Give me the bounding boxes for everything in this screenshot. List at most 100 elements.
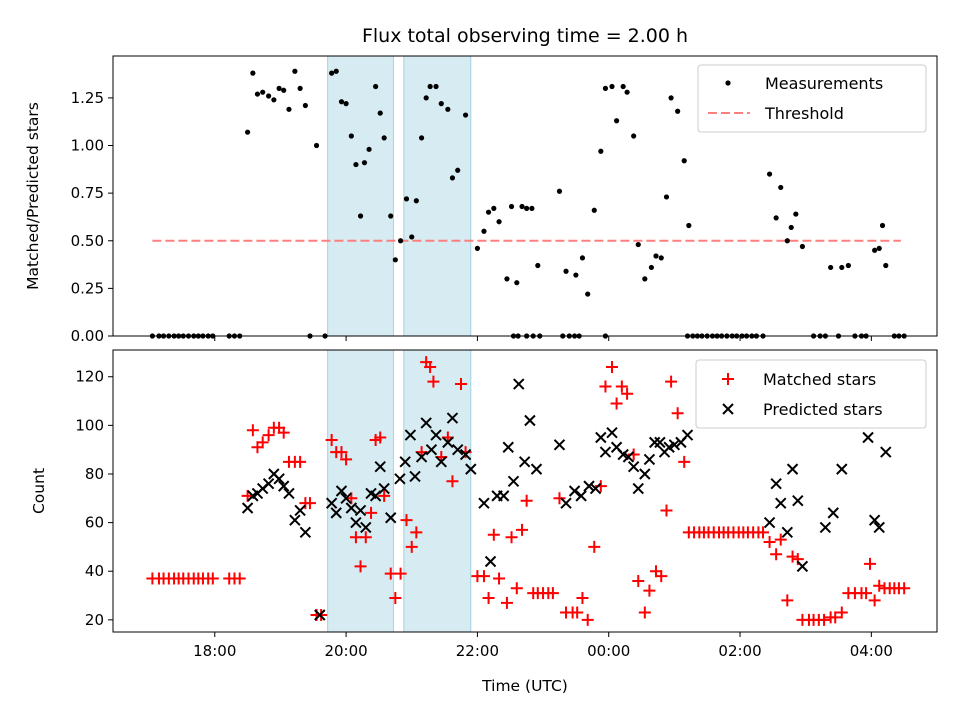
- predicted-star-marker: [560, 497, 572, 509]
- predicted-star-marker: [278, 480, 290, 492]
- measurement-point: [658, 255, 664, 261]
- predicted-star-marker: [385, 512, 397, 524]
- predicted-star-marker: [442, 436, 454, 449]
- predicted-star-marker: [781, 526, 794, 539]
- predicted-star-marker: [627, 460, 640, 473]
- matched-star-marker: [868, 594, 881, 607]
- matched-star-marker: [610, 397, 623, 410]
- predicted-star-marker: [360, 521, 372, 534]
- matched-star-marker: [621, 387, 634, 400]
- measurement-point: [883, 262, 889, 269]
- matched-star-marker: [860, 587, 873, 600]
- predicted-star-marker: [583, 480, 595, 492]
- measurement-point: [839, 264, 845, 271]
- measurement-point: [635, 241, 641, 248]
- bottom-legend: Matched stars Predicted stars: [695, 359, 927, 429]
- matched-star-marker: [671, 407, 684, 420]
- matched-star-marker: [206, 572, 219, 585]
- matched-star-marker: [665, 375, 678, 388]
- y-tick-label: 60: [85, 514, 104, 532]
- predicted-star-marker: [524, 414, 536, 427]
- matched-star-marker: [354, 560, 367, 573]
- predicted-star-marker: [446, 412, 459, 424]
- measurement-point: [445, 106, 451, 112]
- top-panel-frame: [112, 55, 938, 337]
- matched-star-marker: [505, 531, 518, 544]
- measurement-point: [485, 209, 492, 215]
- top-y-axis-label: Matched/Predicted stars: [24, 102, 42, 290]
- measurement-point: [788, 224, 794, 231]
- measurement-point: [529, 205, 535, 211]
- measurement-point: [348, 133, 354, 139]
- matched-star-marker: [516, 523, 529, 536]
- matched-star-marker: [638, 606, 651, 619]
- matched-star-marker: [246, 424, 259, 437]
- measurement-point: [519, 203, 525, 210]
- matched-star-marker: [262, 429, 275, 442]
- predicted-star-marker: [775, 497, 787, 509]
- measurement-point: [250, 70, 256, 76]
- predicted-star-marker: [862, 431, 874, 444]
- bottom-y-axis: 20 40 60 80 100 120: [75, 368, 113, 629]
- measurement-point: [573, 272, 579, 278]
- measurement-point: [455, 167, 461, 173]
- bottom-panel-frame: [112, 349, 938, 633]
- predicted-star-marker: [553, 439, 566, 451]
- x-tick-label: 18:00: [193, 642, 236, 660]
- matched-star-marker: [365, 506, 378, 519]
- predicted-star-marker: [314, 609, 326, 621]
- measurement-point: [681, 158, 687, 164]
- x-tick-label: 20:00: [324, 642, 367, 660]
- predicted-star-marker: [478, 497, 490, 509]
- predicted-star-marker: [502, 441, 514, 453]
- predicted-star-marker: [792, 495, 804, 507]
- measurement-point: [879, 222, 886, 229]
- measurement-point: [784, 238, 790, 244]
- predicted-star-marker: [763, 516, 776, 529]
- matched-star-marker: [655, 570, 668, 583]
- predicted-star-marker: [394, 473, 406, 485]
- y-tick-label: 100: [75, 416, 104, 434]
- measurement-point: [297, 85, 303, 91]
- matched-star-marker: [605, 361, 618, 374]
- predicted-star-marker: [836, 463, 848, 475]
- predicted-star-marker: [639, 468, 651, 480]
- matched-star-marker: [374, 431, 387, 444]
- matched-star-marker: [340, 453, 353, 466]
- measurement-point: [361, 160, 368, 166]
- measurement-point: [409, 234, 415, 240]
- matched-star-marker: [256, 436, 269, 449]
- measurement-point: [292, 68, 298, 74]
- measurement-point: [353, 161, 359, 168]
- predicted-star-marker: [283, 487, 295, 500]
- measurement-point: [281, 87, 287, 93]
- matched-star-marker: [588, 540, 601, 553]
- matched-star-marker: [510, 582, 523, 595]
- measurement-point: [423, 95, 429, 101]
- matched-star-marker: [643, 584, 656, 597]
- matched-star-marker: [632, 574, 645, 587]
- matched-star-marker: [873, 579, 886, 592]
- matched-star-marker: [424, 361, 437, 374]
- measurement-point: [631, 133, 637, 139]
- measurement-point: [799, 243, 806, 250]
- matched-star-marker: [325, 433, 338, 446]
- predicted-star-marker: [868, 514, 881, 526]
- measurement-point: [338, 99, 345, 105]
- measurement-point: [675, 108, 681, 114]
- bottom-x-axis: 18:00 20:00 22:00 00:00 02:00 04:00: [193, 632, 893, 660]
- predicted-star-marker: [399, 456, 411, 468]
- matched-star-marker: [400, 514, 413, 527]
- matched-star-marker: [818, 613, 831, 626]
- measurement-point: [343, 101, 349, 107]
- predicted-star-marker: [513, 378, 525, 390]
- measurement-point: [876, 245, 882, 251]
- measurement-point: [427, 83, 433, 90]
- top-legend-box: [697, 64, 927, 133]
- matched-star-marker: [359, 531, 372, 544]
- legend-measurements-label: Measurements: [765, 74, 883, 93]
- bottom-legend-box: [695, 359, 927, 429]
- measurement-point: [462, 112, 469, 118]
- predicted-star-marker: [289, 514, 301, 526]
